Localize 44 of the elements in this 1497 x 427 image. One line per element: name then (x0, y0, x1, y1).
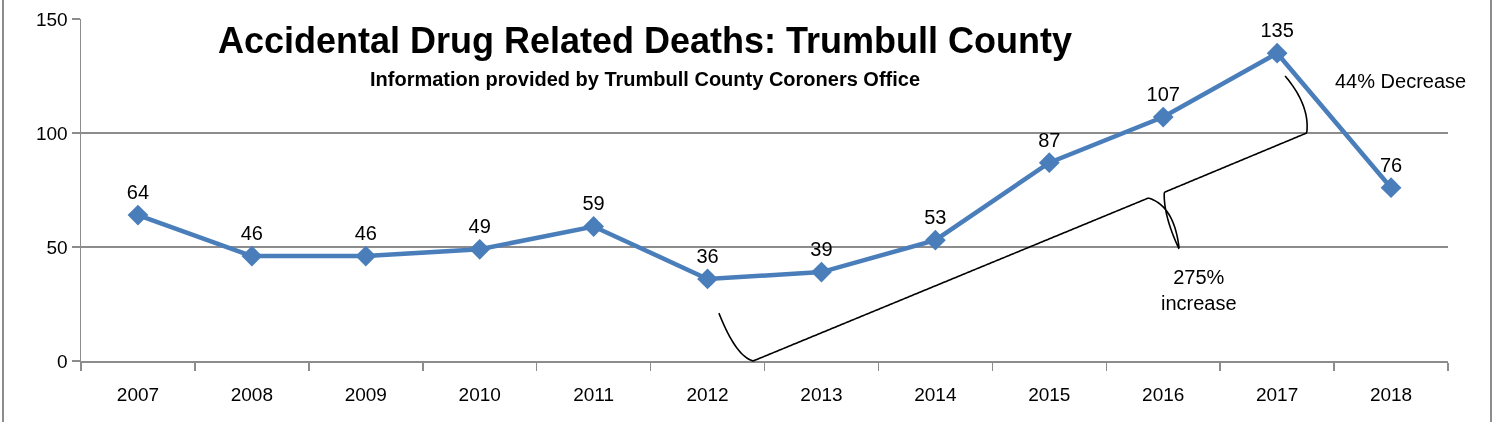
data-label: 59 (582, 192, 605, 215)
x-tick-label: 2011 (573, 384, 615, 406)
point (1266, 42, 1288, 64)
y-tick-label: 0 (57, 350, 68, 372)
annotation: 44% Decrease (1335, 70, 1467, 92)
point (583, 216, 605, 237)
point (924, 229, 946, 251)
point (1038, 152, 1060, 174)
text: Information provided by Trumbull County Coroners Office (370, 68, 921, 90)
data-label: 87 (1038, 128, 1061, 151)
y-tick-label: 100 (36, 122, 68, 144)
data-label: 64 (126, 181, 150, 204)
data-label: 46 (240, 222, 264, 245)
point (811, 261, 832, 283)
x-tick-label: 2017 (1255, 384, 1299, 406)
x-tick-label: 2015 (1028, 384, 1071, 406)
data-label: 39 (810, 238, 833, 261)
annotation: 275% increase (1161, 266, 1237, 314)
x-tick-label: 2008 (230, 384, 274, 406)
point (1380, 177, 1402, 199)
data-label: 36 (696, 244, 719, 267)
data-label: 107 (1146, 83, 1180, 106)
x-tick-label: 2013 (800, 384, 843, 406)
x-tick-label: 2016 (1142, 384, 1185, 406)
data-label: 53 (924, 206, 947, 229)
data-label: 49 (468, 215, 491, 238)
data-label: 135 (1260, 19, 1294, 42)
y-tick-label: 150 (36, 8, 68, 30)
point (355, 245, 377, 267)
data-label: 46 (354, 222, 377, 245)
x-tick-label: 2010 (458, 384, 501, 406)
point (241, 245, 263, 267)
data-label: 76 (1379, 153, 1403, 176)
chart-title: Accidental Drug Related Deaths: Trumbull County (217, 19, 1073, 61)
point (1152, 106, 1174, 128)
x-tick-label: 2007 (116, 384, 160, 406)
x-tick-label: 2018 (1369, 384, 1413, 406)
x-tick-label: 2009 (344, 384, 387, 406)
point (697, 268, 718, 290)
x-tick-label: 2014 (914, 384, 957, 406)
point (127, 204, 149, 226)
y-tick-label: 50 (46, 236, 68, 258)
point (469, 238, 491, 260)
x-tick-label: 2012 (686, 384, 729, 406)
